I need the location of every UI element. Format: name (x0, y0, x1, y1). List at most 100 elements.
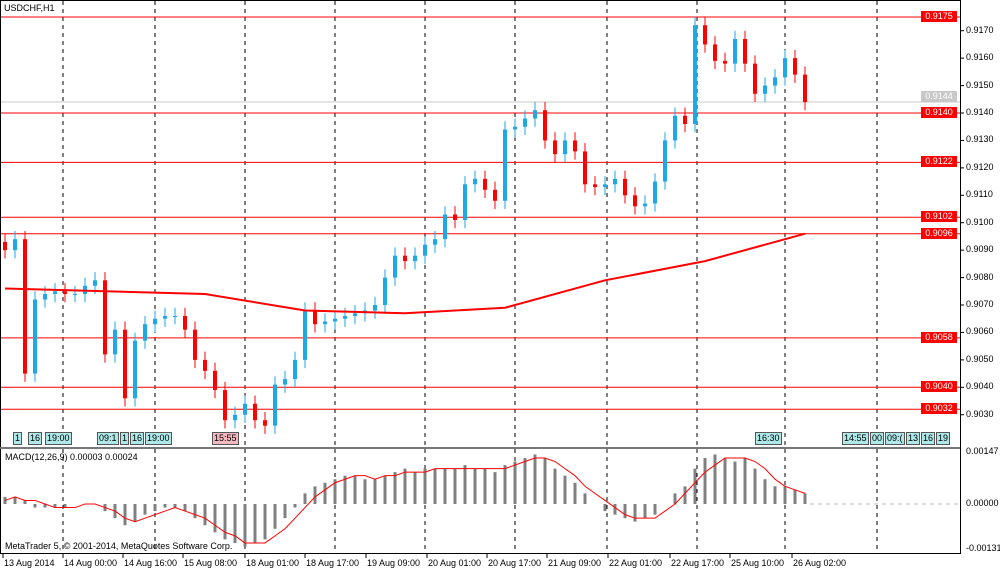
price-axis-label: 0.9090 (966, 244, 994, 255)
candle-body (23, 239, 27, 374)
candle-body (653, 181, 657, 204)
level-price-tag[interactable]: 0.9102 (921, 211, 957, 223)
candle-body (123, 329, 127, 399)
candle-body (13, 239, 17, 251)
candle-body (63, 291, 67, 295)
time-axis-label: 22 Aug 01:00 (609, 558, 663, 568)
level-price-tag[interactable]: 0.9140 (921, 107, 957, 118)
candle-body (573, 140, 577, 152)
candle-body (513, 126, 517, 130)
candle-body (673, 115, 677, 141)
candle-body (493, 189, 497, 201)
candle-body (213, 370, 217, 391)
level-price-tag[interactable]: 0.9032 (921, 403, 957, 415)
time-axis-label: 15 Aug 08:00 (184, 558, 238, 568)
candle-body (163, 315, 167, 319)
macd-indicator (3, 454, 960, 547)
candle-body (593, 184, 597, 188)
candle-body (503, 129, 507, 201)
candle-body (773, 77, 777, 86)
time-axis-label: 22 Aug 17:00 (671, 558, 725, 568)
event-marker[interactable]: 09:( (885, 432, 905, 445)
current-price-tag: 0.9144 (921, 91, 957, 103)
event-marker[interactable]: 16 (130, 432, 145, 445)
candle-body (193, 329, 197, 360)
price-axis-label: 0.9140 (966, 107, 994, 117)
candle-body (693, 25, 697, 124)
price-axis-label: 0.9100 (966, 216, 994, 227)
candle-body (783, 58, 787, 78)
macd-axis-label: 0.00147 (966, 446, 999, 456)
event-marker[interactable]: 19:00 (145, 432, 172, 445)
candle-body (733, 38, 737, 64)
price-axis-label: 0.9040 (966, 381, 994, 392)
time-axis-label: 18 Aug 01:00 (246, 558, 300, 568)
candle-body (53, 291, 57, 295)
time-axis-label: 18 Aug 17:00 (306, 558, 360, 568)
time-axis-label: 25 Aug 10:00 (731, 558, 785, 568)
candle-body (483, 178, 487, 190)
candle-body (633, 195, 637, 207)
candle-body (703, 25, 707, 45)
period-separators (62, 1, 878, 553)
event-marker[interactable]: 1 (13, 432, 23, 445)
event-marker[interactable]: 16:30 (755, 432, 782, 445)
macd-axis-label: 0.00000 (966, 498, 999, 508)
candle-body (613, 178, 617, 185)
moving-average-line (4, 232, 806, 315)
price-axis-label: 0.9110 (966, 189, 993, 200)
candle-body (423, 244, 427, 256)
time-axis-label: 13 Aug 2014 (4, 558, 55, 568)
candle-body (473, 178, 477, 185)
time-axis-label: 26 Aug 02:00 (793, 558, 847, 568)
candle-body (533, 110, 537, 119)
event-marker[interactable]: 09:1 (97, 432, 119, 445)
event-marker[interactable]: 19 (936, 432, 951, 445)
price-axis-label: 0.9050 (966, 353, 994, 364)
level-price-tag[interactable]: 0.9122 (921, 156, 957, 168)
candle-body (393, 255, 397, 278)
event-marker[interactable]: 1 (120, 432, 130, 445)
candle-body (33, 299, 37, 374)
price-axis-label: 0.9160 (966, 52, 994, 63)
candle-body (143, 324, 147, 341)
candle-body (583, 151, 587, 185)
price-axis-label: 0.9030 (966, 408, 994, 419)
candle-body (793, 58, 797, 75)
time-axis-label: 20 Aug 01:00 (428, 558, 482, 568)
candle-body (3, 241, 7, 251)
event-marker[interactable]: 14:55 (842, 432, 869, 445)
macd-label: MACD(12,26,9) 0.00003 0.00024 (5, 452, 138, 462)
time-axis-label: 14 Aug 16:00 (124, 558, 178, 568)
event-marker[interactable]: 16 (921, 432, 936, 445)
candle-body (753, 63, 757, 94)
level-price-tag[interactable]: 0.9096 (921, 227, 957, 239)
event-marker[interactable]: 16 (28, 432, 43, 445)
event-marker[interactable]: 13 (906, 432, 921, 445)
event-marker[interactable]: 19:00 (45, 432, 72, 445)
macd-axis-label: -0.00131 (966, 543, 1000, 553)
candle-body (443, 214, 447, 240)
event-marker[interactable]: 15:55 (212, 432, 239, 445)
horizontal-levels[interactable] (0, 16, 960, 410)
level-price-tag[interactable]: 0.9058 (921, 331, 957, 343)
level-price-tag[interactable]: 0.9040 (921, 381, 957, 393)
time-axis-label: 14 Aug 00:00 (64, 558, 118, 568)
candle-body (683, 115, 687, 124)
event-marker[interactable]: 00 (870, 432, 885, 445)
time-axis-label: 21 Aug 09:00 (548, 558, 602, 568)
candle-body (313, 310, 317, 325)
candle-body (383, 277, 387, 306)
level-price-tag[interactable]: 0.9175 (921, 11, 957, 22)
candle-body (203, 359, 207, 371)
candle-body (303, 310, 307, 360)
candle-body (233, 414, 237, 421)
candle-body (353, 313, 357, 316)
candle-body (563, 140, 567, 155)
price-axis-label: 0.9120 (966, 161, 994, 172)
macd-signal-line (4, 457, 806, 544)
candle-body (713, 44, 717, 61)
candle-body (133, 340, 137, 399)
chart-border (0, 0, 961, 554)
